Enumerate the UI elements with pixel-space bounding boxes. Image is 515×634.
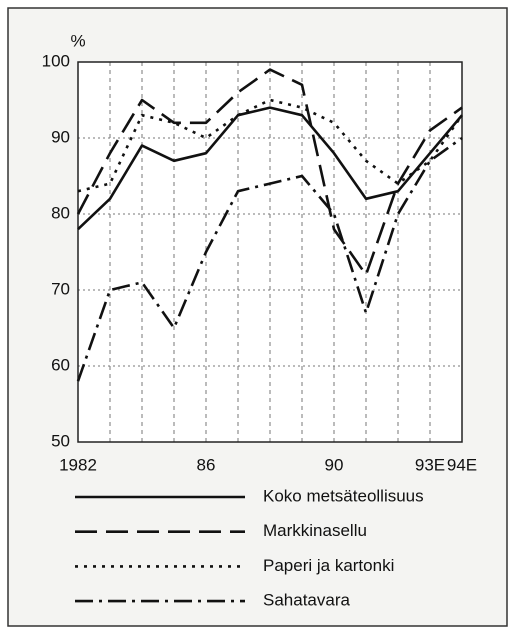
legend-label: Koko metsäteollisuus — [263, 486, 424, 505]
y-tick-label: 100 — [42, 51, 70, 70]
y-tick-label: 70 — [51, 279, 70, 298]
x-tick-label: 93E — [415, 455, 445, 474]
x-tick-label: 1982 — [59, 455, 97, 474]
y-tick-label: 90 — [51, 127, 70, 146]
y-axis-label: % — [70, 31, 85, 50]
x-tick-label: 86 — [197, 455, 216, 474]
series-line — [77, 106, 463, 231]
legend-label: Paperi ja kartonki — [263, 556, 394, 575]
plot-area — [78, 62, 462, 442]
y-tick-label: 60 — [51, 355, 70, 374]
series-line — [76, 68, 463, 277]
x-tick-label: 94E — [447, 455, 477, 474]
y-tick-label: 80 — [51, 203, 70, 222]
x-tick-label: 90 — [325, 455, 344, 474]
series-line — [76, 136, 463, 382]
legend-label: Markkinasellu — [263, 521, 367, 540]
series-line — [77, 98, 464, 193]
legend-label: Sahatavara — [263, 591, 350, 610]
y-tick-label: 50 — [51, 431, 70, 450]
axes-frame — [77, 61, 463, 443]
